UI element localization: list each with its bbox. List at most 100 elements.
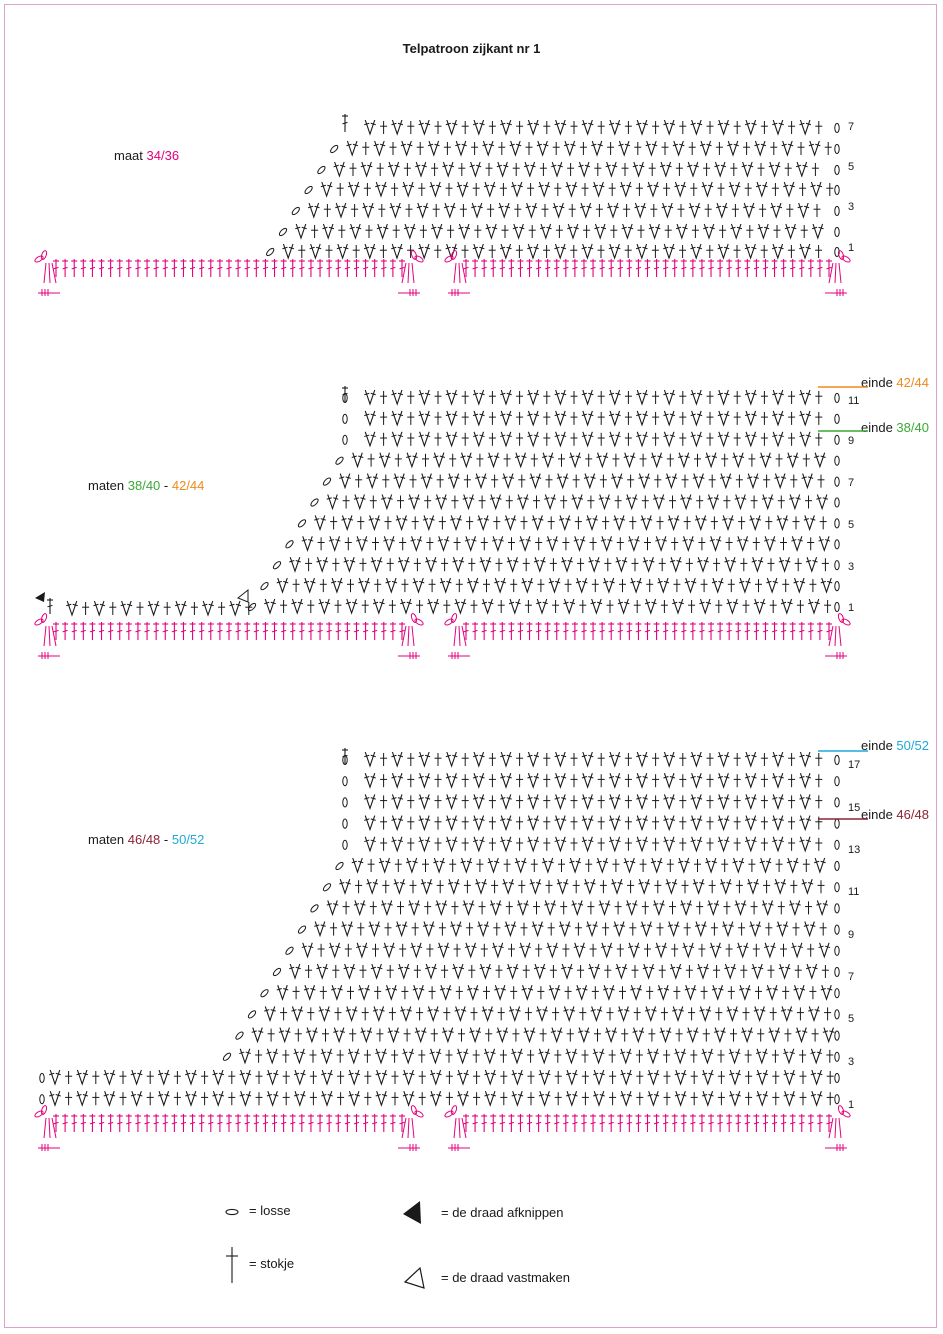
- treble-crossbar: [479, 413, 485, 417]
- treble-crossbar: [563, 881, 569, 885]
- treble-crossbar: [732, 860, 738, 864]
- treble-crossbar: [362, 629, 369, 633]
- treble-crossbar: [445, 818, 452, 821]
- v-stitch-mark: [774, 473, 786, 490]
- treble-crossbar: [381, 184, 387, 188]
- treble-crossbar: [290, 1121, 296, 1125]
- treble-crossbar: [563, 601, 569, 605]
- v-stitch-mark: [346, 1006, 357, 1023]
- treble-crossbar: [826, 629, 832, 633]
- v-stitch-mark: [331, 577, 343, 594]
- treble-crossbar: [727, 143, 733, 147]
- chain-stitch-icon: [225, 1208, 239, 1216]
- treble-crossbar: [626, 1093, 633, 1097]
- treble-crossbar: [636, 797, 642, 800]
- treble-crossbar: [659, 903, 665, 906]
- v-stitch-mark: [364, 751, 376, 768]
- v-stitch-mark: [636, 815, 648, 832]
- treble-crossbar: [808, 143, 815, 147]
- v-stitch-mark: [668, 921, 679, 938]
- treble-crossbar: [724, 122, 730, 126]
- treble-crossbar: [342, 121, 348, 125]
- treble-crossbar: [793, 860, 799, 864]
- treble-crossbar: [477, 205, 483, 209]
- v-stitch-mark: [705, 452, 717, 469]
- treble-crossbar: [780, 1009, 787, 1012]
- chain-stitch-mark: [834, 988, 840, 999]
- treble-crossbar: [681, 1121, 687, 1125]
- v-stitch-mark: [500, 410, 512, 427]
- v-stitch-mark: [593, 1048, 604, 1065]
- treble-crossbar: [648, 226, 655, 230]
- treble-crossbar: [669, 797, 676, 800]
- treble-crossbar: [608, 434, 615, 438]
- section-1-size-label: maat 34/36: [114, 148, 179, 163]
- treble-crossbar: [394, 164, 400, 168]
- treble-crossbar: [538, 1093, 545, 1097]
- treble-crossbar: [661, 539, 667, 542]
- treble-crossbar: [608, 775, 615, 779]
- legend-treble-text: = stokje: [249, 1256, 295, 1271]
- v-stitch-mark: [718, 119, 729, 136]
- treble-crossbar: [719, 476, 726, 479]
- treble-crossbar: [554, 413, 560, 417]
- treble-crossbar: [381, 497, 387, 500]
- treble-crossbar: [506, 754, 512, 758]
- treble-crossbar: [696, 754, 703, 758]
- treble-crossbar: [103, 1072, 109, 1076]
- treble-crossbar: [714, 164, 720, 168]
- treble-crossbar: [539, 226, 546, 230]
- treble-crossbar: [510, 518, 517, 521]
- treble-crossbar: [363, 246, 370, 250]
- treble-crossbar: [103, 1093, 109, 1097]
- v-stitch-mark: [722, 921, 734, 938]
- treble-crossbar: [366, 476, 372, 479]
- fan-treble-mark: [458, 1117, 461, 1139]
- treble-crossbar: [724, 797, 730, 800]
- treble-crossbar: [717, 754, 724, 758]
- treble-crossbar: [397, 797, 404, 800]
- treble-crossbar: [499, 629, 505, 633]
- v-stitch-mark: [821, 577, 832, 594]
- treble-crossbar: [619, 924, 626, 927]
- v-stitch-mark: [494, 577, 506, 594]
- v-stitch-mark: [348, 181, 360, 198]
- treble-crossbar: [448, 1030, 454, 1033]
- treble-crossbar: [644, 266, 651, 270]
- treble-crossbar: [663, 629, 669, 633]
- treble-crossbar: [766, 455, 772, 458]
- v-stitch-mark: [471, 202, 483, 219]
- treble-crossbar: [199, 1121, 205, 1125]
- treble-crossbar: [360, 903, 366, 906]
- treble-crossbar: [774, 476, 780, 479]
- treble-crossbar: [717, 246, 723, 250]
- treble-crossbar: [487, 455, 493, 458]
- treble-crossbar: [202, 603, 208, 607]
- v-stitch-mark: [572, 494, 583, 511]
- treble-crossbar: [678, 1009, 684, 1012]
- v-stitch-mark: [806, 557, 818, 573]
- treble-crossbar: [552, 539, 559, 542]
- v-stitch-mark: [588, 557, 600, 573]
- treble-crossbar: [571, 903, 577, 906]
- v-stitch-mark: [809, 140, 820, 157]
- treble-crossbar: [379, 601, 385, 605]
- v-stitch-mark: [566, 1091, 578, 1107]
- v-stitch-mark: [402, 1048, 414, 1065]
- v-stitch-mark: [391, 773, 403, 789]
- treble-crossbar: [527, 775, 533, 779]
- treble-crossbar: [89, 629, 96, 633]
- treble-crossbar: [47, 604, 53, 608]
- v-stitch-mark: [609, 410, 621, 427]
- treble-crossbar: [171, 266, 178, 270]
- treble-crossbar: [531, 518, 538, 521]
- treble-crossbar: [349, 226, 355, 230]
- treble-crossbar: [560, 434, 567, 438]
- treble-crossbar: [418, 839, 424, 843]
- treble-crossbar: [498, 945, 504, 949]
- v-stitch-mark: [329, 536, 340, 553]
- treble-crossbar: [226, 1121, 232, 1125]
- treble-crossbar: [502, 881, 508, 885]
- treble-crossbar: [565, 1072, 572, 1076]
- v-stitch-mark: [658, 985, 669, 1001]
